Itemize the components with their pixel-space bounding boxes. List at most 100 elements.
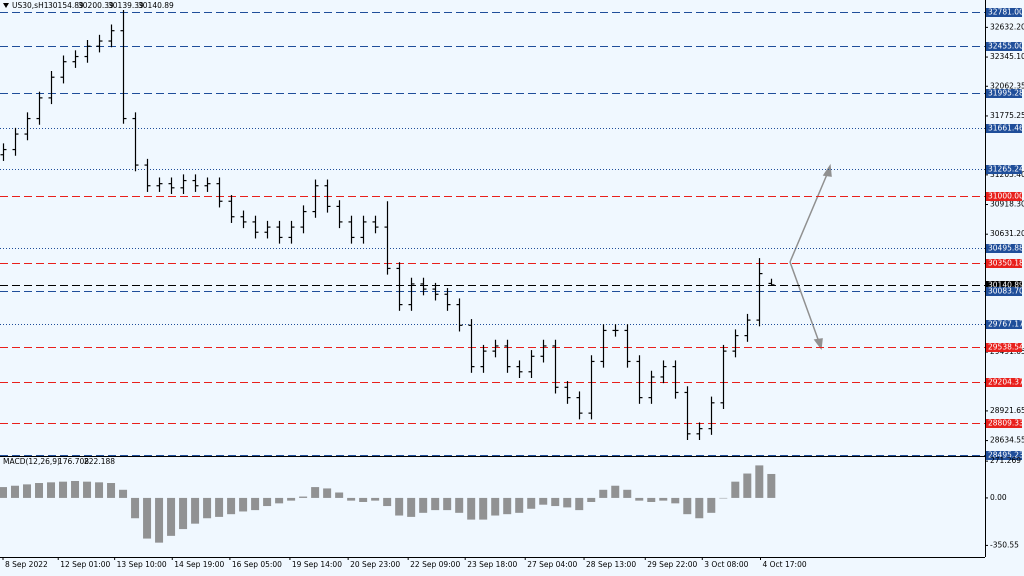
- macd-bar: [251, 497, 260, 511]
- x-tick-label: 22 Sep 09:00: [410, 560, 460, 569]
- macd-bar: [647, 497, 656, 502]
- macd-bar: [239, 497, 248, 512]
- macd-bar: [563, 497, 572, 508]
- macd-bar: [419, 497, 428, 513]
- y-tick-label: 30631.20: [990, 229, 1024, 238]
- macd-bar: [215, 497, 224, 517]
- symbol-marker: [3, 3, 9, 8]
- forecast-arrows: [789, 163, 832, 350]
- x-tick-label: 14 Sep 19:00: [174, 560, 224, 569]
- macd-bar: [167, 497, 176, 536]
- y-tick-label: 31775.25: [990, 111, 1024, 120]
- macd-bar: [479, 497, 488, 520]
- macd-bar: [407, 497, 416, 517]
- ohlc-value: 30154.89: [48, 1, 84, 10]
- x-tick-label: 8 Sep 2022: [5, 560, 48, 569]
- level-label: 31000.00: [988, 192, 1024, 201]
- y-tick-label: 32345.10: [990, 52, 1024, 61]
- macd-bar: [47, 482, 56, 498]
- level-label: 28495.23: [988, 451, 1024, 460]
- macd-bar: [743, 473, 752, 498]
- macd-title: MACD(12,26,9): [3, 457, 60, 466]
- macd-bar: [107, 483, 116, 498]
- macd-bar: [731, 481, 740, 498]
- macd-bar: [131, 497, 140, 519]
- macd-bar: [587, 497, 596, 502]
- macd-bar: [719, 497, 728, 499]
- level-label: 31661.46: [988, 124, 1024, 133]
- macd-bar: [551, 497, 560, 507]
- x-tick-label: 13 Sep 10:00: [117, 560, 167, 569]
- macd-bar: [395, 497, 404, 516]
- macd-y-tick-label: 0.00: [990, 493, 1007, 502]
- x-tick-label: 27 Sep 04:00: [527, 560, 577, 569]
- y-tick-label: 28634.55: [990, 436, 1024, 445]
- macd-bar: [347, 497, 356, 501]
- level-label: 30495.88: [988, 244, 1024, 253]
- macd-bar: [539, 497, 548, 505]
- macd-y-tick-label: 271.269: [990, 456, 1021, 465]
- macd-bar: [443, 497, 452, 511]
- level-label: 30140.89: [988, 281, 1024, 290]
- macd-bar: [143, 497, 152, 539]
- macd-bar: [299, 496, 308, 498]
- macd-bar: [227, 497, 236, 515]
- macd-bar: [659, 497, 668, 501]
- x-tick-label: 23 Sep 18:00: [467, 560, 517, 569]
- level-label: 29204.37: [988, 378, 1024, 387]
- arrow-down: [789, 261, 820, 343]
- macd-bar: [683, 497, 692, 515]
- macd-bar: [383, 497, 392, 507]
- macd-bar: [0, 487, 7, 498]
- macd-bar: [179, 497, 188, 530]
- level-box: [986, 8, 1022, 17]
- level-box: [986, 89, 1022, 98]
- macd-bar: [611, 485, 620, 498]
- macd-bar: [599, 489, 608, 498]
- level-box: [986, 244, 1022, 253]
- level-box: [986, 42, 1022, 51]
- macd-bar: [119, 489, 128, 498]
- macd-bar: [623, 489, 632, 498]
- macd-bar: [455, 497, 464, 513]
- macd-bar: [527, 497, 536, 509]
- level-label: 30083.70: [988, 287, 1024, 296]
- macd-bar: [155, 497, 164, 543]
- macd-bar: [635, 497, 644, 501]
- macd-bar: [467, 497, 476, 520]
- ohlc-value: 30139.39: [108, 1, 144, 10]
- arrow-head: [813, 338, 823, 350]
- macd-bar: [371, 497, 380, 501]
- y-tick-label: 32632.20: [990, 22, 1024, 31]
- x-tick-label: 20 Sep 23:00: [350, 560, 400, 569]
- macd-bar: [203, 497, 212, 519]
- macd-bar: [35, 483, 44, 498]
- macd-bar: [767, 473, 776, 498]
- level-label: 28809.33: [988, 419, 1024, 428]
- level-box: [986, 259, 1022, 268]
- macd-bar: [59, 481, 68, 498]
- macd-bar: [695, 497, 704, 519]
- level-box: [986, 192, 1022, 201]
- level-label: 31995.28: [988, 89, 1024, 98]
- macd-bar: [263, 497, 272, 507]
- x-tick-label: 19 Sep 14:00: [292, 560, 342, 569]
- y-tick-label: 32062.35: [990, 81, 1024, 90]
- y-tick-label: 31205.40: [990, 170, 1024, 179]
- level-box: [986, 287, 1022, 296]
- level-box: [986, 124, 1022, 133]
- x-tick-label: 28 Sep 13:00: [586, 560, 636, 569]
- x-tick-label: 12 Sep 01:00: [60, 560, 110, 569]
- macd-y-tick-label: -350.55: [990, 540, 1019, 549]
- level-box: [986, 343, 1022, 352]
- macd-bar: [323, 488, 332, 498]
- level-label: 29538.54: [988, 343, 1024, 352]
- x-tick-label: 29 Sep 22:00: [647, 560, 697, 569]
- macd-bar: [191, 497, 200, 524]
- macd-bar: [287, 497, 296, 501]
- level-label: 32781.00: [988, 8, 1024, 17]
- macd-bar: [275, 497, 284, 504]
- level-box: [986, 320, 1022, 329]
- level-box: [986, 165, 1022, 174]
